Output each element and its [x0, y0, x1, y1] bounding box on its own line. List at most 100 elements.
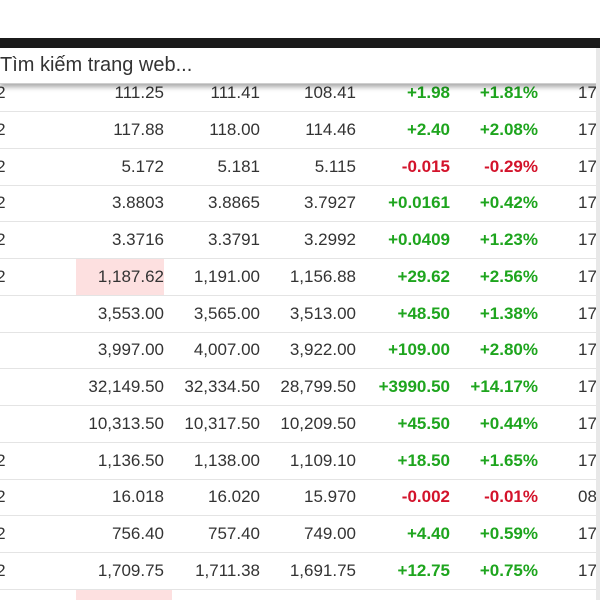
row-high: 118.00 — [209, 119, 260, 139]
row-last: 111.25 — [114, 83, 164, 102]
row-change: +48.50 — [397, 303, 450, 323]
row-high: 3.3791 — [208, 230, 260, 249]
row-time: 17: — [578, 560, 600, 580]
row-last: 10,313.50 — [88, 413, 164, 433]
row-change-percent: +0.44% — [479, 413, 538, 433]
row-change: +109.00 — [388, 340, 450, 360]
row-change: +1.98 — [406, 83, 450, 102]
row-last: 16.018 — [112, 487, 164, 507]
row-high: 32,334.50 — [184, 377, 260, 396]
row-change-percent: -0.01% — [484, 487, 538, 507]
row-date — [0, 406, 42, 442]
row-last: 1,187.62 — [76, 258, 164, 295]
row-low: 15.970 — [304, 487, 356, 507]
table-row[interactable]: /22 1,136.50 1,138.00 1,109.10 +18.50 +1.65% 1… — [0, 443, 600, 480]
row-high: 1,191.00 — [193, 266, 260, 286]
row-change-percent: +0.42% — [479, 193, 538, 213]
row-high: 16.020 — [208, 487, 260, 507]
table-row[interactable]: /22 111.25 111.41 108.41 +1.98 +1.81% 17: — [0, 76, 600, 112]
row-change: +18.50 — [397, 450, 450, 470]
row-last: 3,553.00 — [97, 303, 164, 323]
table-row[interactable]: /22 756.40 757.40 749.00 +4.40 +0.59% 17: — [0, 516, 600, 553]
row-change-percent: +2.80% — [479, 340, 538, 360]
table-row[interactable]: /22 1,709.75 1,711.38 1,691.75 +12.75 +0.75% 1… — [0, 553, 600, 590]
row-low: 3.2992 — [304, 230, 356, 249]
top-area — [0, 0, 600, 38]
row-last: 3.3716 — [112, 230, 164, 249]
row-change-percent: +1.23% — [479, 230, 538, 249]
table-row[interactable]: /22 3.8803 3.8865 3.7927 +0.0161 +0.42% 17: — [0, 185, 600, 223]
row-change-percent: +2.08% — [479, 119, 538, 139]
row-last: 3,997.00 — [97, 340, 164, 360]
row-change: +3990.50 — [378, 377, 450, 396]
search-bar — [0, 48, 600, 84]
table-row[interactable]: /22 3.3716 3.3791 3.2992 +0.0409 +1.23% 17: — [0, 222, 600, 259]
row-change: +0.0161 — [388, 193, 450, 213]
row-low: 1,691.75 — [289, 560, 356, 580]
row-high: 1,138.00 — [193, 450, 260, 470]
row-low: 3,513.00 — [289, 303, 356, 323]
row-date: /22 — [0, 560, 6, 580]
row-time: 17: — [578, 266, 600, 286]
row-change-percent: -0.29% — [484, 156, 538, 176]
table-row[interactable]: /22 16.018 16.020 15.970 -0.002 -0.01% 08: — [0, 479, 600, 517]
toolbar-strip — [0, 38, 600, 48]
row-high: 3,565.00 — [193, 303, 260, 323]
row-date: /22 — [0, 450, 6, 470]
table-row[interactable]: /22 1,187.62 1,191.00 1,156.88 +29.62 +2.56% 1… — [0, 258, 600, 296]
row-change: +2.40 — [406, 119, 450, 139]
row-last: 3.8803 — [112, 193, 164, 213]
row-time: 17: — [578, 193, 600, 213]
row-low: 3.7927 — [304, 193, 356, 213]
table-row[interactable]: /22 117.88 118.00 114.46 +2.40 +2.08% 17: — [0, 112, 600, 149]
row-low: 28,799.50 — [280, 377, 356, 396]
row-last: 5.172 — [121, 156, 164, 176]
row-date: /22 — [0, 230, 6, 249]
row-time: 17: — [578, 156, 600, 176]
row-change-percent: +1.81% — [479, 83, 538, 102]
row-high: 3.8865 — [208, 193, 260, 213]
search-input[interactable] — [0, 48, 596, 83]
row-low: 1,156.88 — [289, 266, 356, 286]
row-change: -0.002 — [401, 487, 450, 507]
row-change-percent: +1.38% — [479, 303, 538, 323]
row-time: 17: — [578, 524, 600, 543]
row-time: 17: — [578, 340, 600, 360]
row-low: 5.115 — [314, 156, 356, 176]
table-row[interactable]: 3,553.00 3,565.00 3,513.00 +48.50 +1.38% 17: — [0, 296, 600, 333]
row-time: 17: — [578, 413, 600, 433]
row-low: 114.46 — [305, 119, 356, 139]
table-row[interactable]: /22 5.172 5.181 5.115 -0.015 -0.29% 17: — [0, 149, 600, 186]
row-high: 757.40 — [208, 524, 260, 543]
row-date: /22 — [0, 83, 6, 102]
row-date: /22 — [0, 193, 6, 213]
row-change: +12.75 — [397, 560, 450, 580]
row-low: 1,109.10 — [289, 450, 356, 470]
row-low: 3,922.00 — [289, 340, 356, 360]
row-last: 756.40 — [112, 524, 164, 543]
row-change: +45.50 — [397, 413, 450, 433]
row-last: 1,136.50 — [97, 450, 164, 470]
row-high: 1,711.38 — [195, 560, 260, 580]
row-high: 10,317.50 — [184, 413, 260, 433]
row-change: +29.62 — [397, 266, 450, 286]
row-change: +0.0409 — [388, 230, 450, 249]
table-row[interactable]: 32,149.50 32,334.50 28,799.50 +3990.50 +14.1… — [0, 369, 600, 406]
row-change: +4.40 — [406, 524, 450, 543]
quotes-table: /22 111.25 111.41 108.41 +1.98 +1.81% 17: /22 11… — [0, 76, 600, 600]
row-change-percent: +14.17% — [470, 377, 538, 396]
row-low: 749.00 — [304, 524, 356, 543]
row-time: 17: — [578, 83, 600, 102]
row-high: 4,007.00 — [193, 340, 260, 360]
scrollbar[interactable] — [596, 48, 600, 600]
row-time: 17: — [578, 303, 600, 323]
table-row[interactable]: 3,997.00 4,007.00 3,922.00 +109.00 +2.80% 17: — [0, 332, 600, 370]
row-last: 117.88 — [113, 119, 164, 139]
row-low: 10,209.50 — [280, 413, 356, 433]
row-time: 17: — [578, 377, 600, 396]
row-date: /22 — [0, 156, 6, 176]
table-row[interactable]: 10,313.50 10,317.50 10,209.50 +45.50 +0.44% 1… — [0, 406, 600, 443]
row-change-percent: +1.65% — [479, 450, 538, 470]
row-date — [0, 296, 42, 332]
row-change-percent: +0.75% — [479, 560, 538, 580]
